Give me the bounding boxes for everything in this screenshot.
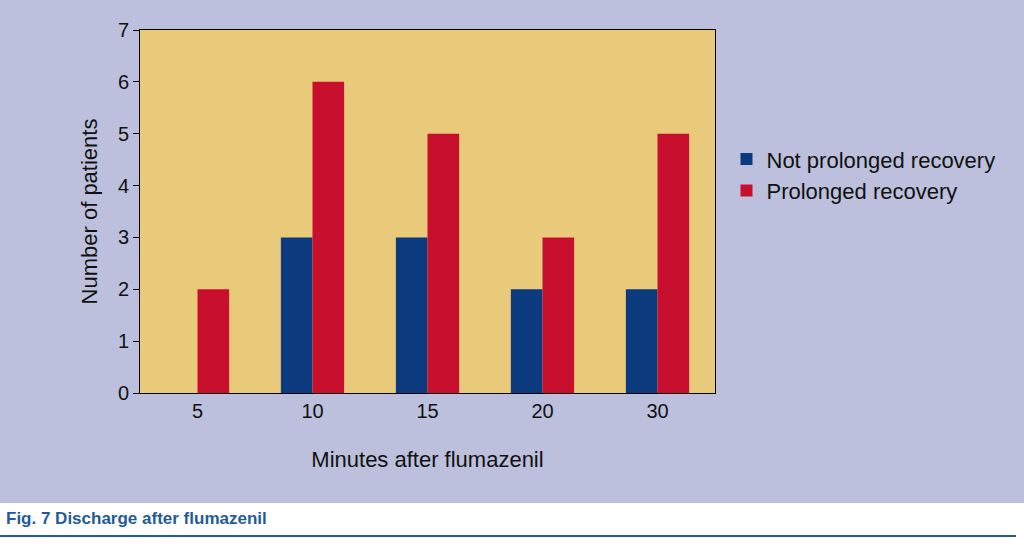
svg-text:0: 0 (118, 382, 129, 404)
svg-text:10: 10 (301, 400, 323, 422)
svg-text:1: 1 (118, 330, 129, 352)
svg-text:30: 30 (646, 400, 668, 422)
svg-text:7: 7 (118, 19, 129, 41)
svg-text:20: 20 (531, 400, 553, 422)
svg-text:4: 4 (118, 175, 129, 197)
svg-text:Number of patients: Number of patients (77, 119, 102, 305)
svg-text:6: 6 (118, 71, 129, 93)
svg-text:5: 5 (118, 123, 129, 145)
svg-text:15: 15 (416, 400, 438, 422)
svg-text:2: 2 (118, 278, 129, 300)
svg-text:Not prolonged recovery: Not prolonged recovery (767, 148, 996, 173)
html-text:Fig. 7 Discharge after flumaze: Fig. 7 Discharge after flumazenil (6, 509, 267, 528)
svg-text:5: 5 (192, 400, 203, 422)
svg-text:3: 3 (118, 226, 129, 248)
svg-text:Minutes after flumazenil: Minutes after flumazenil (311, 447, 543, 472)
svg-text:Prolonged recovery: Prolonged recovery (767, 179, 958, 204)
